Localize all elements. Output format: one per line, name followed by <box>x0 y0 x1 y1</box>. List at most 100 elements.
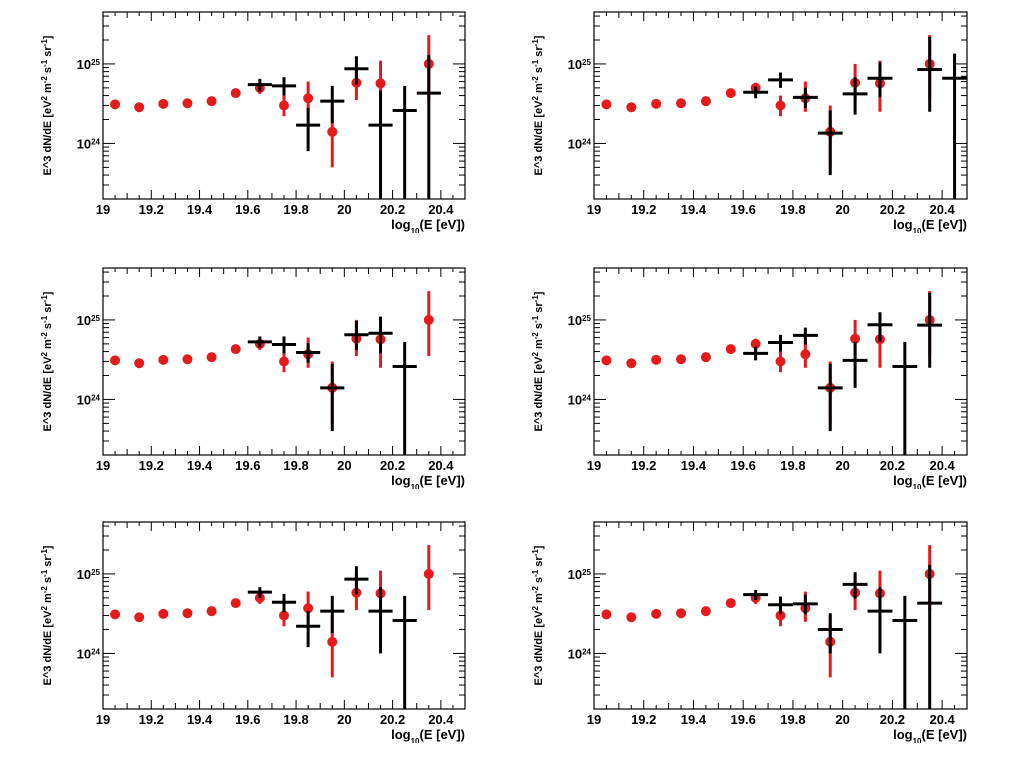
x-tick-label: 19.6 <box>235 202 260 217</box>
red-data-point <box>303 93 314 104</box>
red-data-point <box>230 598 241 609</box>
x-tick-label: 19.6 <box>731 458 756 473</box>
red-data-point <box>279 356 289 367</box>
y-axis-label: E^3 dN/dE [eV2 m-2 s-1 sr-1] <box>531 35 546 175</box>
x-tick-label: 20.4 <box>929 712 955 727</box>
x-tick-label: 19.4 <box>187 202 213 217</box>
red-data-point <box>423 568 434 579</box>
x-tick-label: 20 <box>337 712 351 727</box>
x-tick-label: 19.2 <box>631 712 656 727</box>
y-tick-label: 1025 <box>568 567 592 582</box>
red-data-point <box>327 126 338 137</box>
x-tick-label: 19.8 <box>780 202 805 217</box>
red-data-point <box>423 314 434 325</box>
x-tick-label: 19 <box>96 202 110 217</box>
y-tick-label: 1024 <box>568 646 592 661</box>
x-tick-label: 19.8 <box>283 458 308 473</box>
x-axis-label: log10(E [eV]) <box>893 727 967 743</box>
chart-panel-6: 19 19.2 19.4 19.6 19.8 20 20.2 20.4 1024 1025 log1… <box>531 521 968 743</box>
red-data-point <box>626 358 637 369</box>
x-tick-label: 20 <box>835 458 849 473</box>
x-tick-label: 20.2 <box>380 202 405 217</box>
x-tick-label: 19.2 <box>631 202 656 217</box>
red-data-point <box>775 100 786 111</box>
red-data-point <box>182 354 193 365</box>
x-tick-label: 20 <box>835 712 849 727</box>
red-data-point <box>700 606 711 617</box>
red-data-point <box>626 102 637 113</box>
x-axis-label: log10(E [eV]) <box>893 473 967 489</box>
red-data-point <box>700 96 711 107</box>
red-data-point <box>134 102 145 113</box>
chart-panel-1: 19 19.2 19.4 19.6 19.8 20 20.2 20.4 1024 1025 log1… <box>40 11 466 233</box>
y-tick-label: 1025 <box>77 567 101 582</box>
x-tick-label: 20.2 <box>880 202 905 217</box>
x-tick-label: 19.2 <box>139 458 164 473</box>
x-tick-label: 19 <box>96 458 110 473</box>
x-tick-label: 19.8 <box>283 712 308 727</box>
chart-panel-2: 19 19.2 19.4 19.6 19.8 20 20.2 20.4 1024 1025 log1… <box>531 11 968 233</box>
red-data-point <box>206 96 217 107</box>
red-data-point <box>182 608 193 619</box>
x-tick-label: 19.6 <box>731 202 756 217</box>
chart-panel-4: 19 19.2 19.4 19.6 19.8 20 20.2 20.4 1024 1025 log1… <box>531 267 968 489</box>
chart-panel-3: 19 19.2 19.4 19.6 19.8 20 20.2 20.4 1024 1025 log1… <box>40 267 466 489</box>
chart-panel-5: 19 19.2 19.4 19.6 19.8 20 20.2 20.4 1024 1025 log1… <box>40 521 466 743</box>
red-data-point <box>279 100 289 111</box>
red-data-point <box>110 355 121 366</box>
red-data-point <box>676 354 687 365</box>
data-layer <box>110 291 434 455</box>
x-tick-label: 20.4 <box>428 458 454 473</box>
y-tick-label: 1025 <box>568 57 592 72</box>
red-data-point <box>676 98 687 109</box>
x-tick-label: 19.4 <box>681 202 707 217</box>
x-axis-label: log10(E [eV]) <box>391 473 465 489</box>
red-data-point <box>327 636 338 647</box>
data-layer <box>110 545 434 709</box>
x-tick-label: 19.6 <box>731 712 756 727</box>
x-tick-label: 19.6 <box>235 712 260 727</box>
x-tick-label: 19.4 <box>187 458 213 473</box>
x-tick-label: 20.2 <box>380 458 405 473</box>
red-data-point <box>676 608 687 619</box>
red-data-point <box>775 610 786 621</box>
y-tick-label: 1024 <box>568 392 592 407</box>
y-tick-label: 1024 <box>568 136 592 151</box>
x-tick-label: 20.2 <box>380 712 405 727</box>
red-data-point <box>651 608 662 619</box>
data-layer <box>110 35 441 199</box>
x-tick-label: 19.6 <box>235 458 260 473</box>
x-tick-label: 20.4 <box>929 458 955 473</box>
x-tick-label: 20.2 <box>880 712 905 727</box>
red-data-point <box>850 333 861 344</box>
red-data-point <box>775 356 786 367</box>
x-tick-label: 19 <box>587 202 601 217</box>
x-tick-label: 20.4 <box>428 202 454 217</box>
red-data-point <box>158 354 169 365</box>
y-axis-label: E^3 dN/dE [eV2 m-2 s-1 sr-1] <box>40 291 55 431</box>
y-tick-label: 1024 <box>77 646 101 661</box>
red-data-point <box>134 612 145 623</box>
x-tick-label: 19.2 <box>139 202 164 217</box>
y-tick-label: 1025 <box>77 57 101 72</box>
y-axis-label: E^3 dN/dE [eV2 m-2 s-1 sr-1] <box>531 291 546 431</box>
red-data-point <box>110 609 121 620</box>
red-data-point <box>110 99 121 110</box>
red-data-point <box>601 99 612 110</box>
x-tick-label: 19.4 <box>681 458 707 473</box>
red-data-point <box>254 592 265 603</box>
red-data-point <box>230 88 241 99</box>
x-tick-label: 19.4 <box>187 712 213 727</box>
x-tick-label: 20 <box>337 202 351 217</box>
x-tick-label: 19.2 <box>139 712 164 727</box>
x-tick-label: 19 <box>587 458 601 473</box>
red-data-point <box>750 338 761 349</box>
x-tick-label: 19.8 <box>283 202 308 217</box>
data-layer <box>601 545 943 709</box>
x-tick-label: 19.8 <box>780 458 805 473</box>
red-data-point <box>626 612 637 623</box>
red-data-point <box>800 349 811 360</box>
y-tick-label: 1025 <box>568 313 592 328</box>
red-data-point <box>725 88 736 99</box>
